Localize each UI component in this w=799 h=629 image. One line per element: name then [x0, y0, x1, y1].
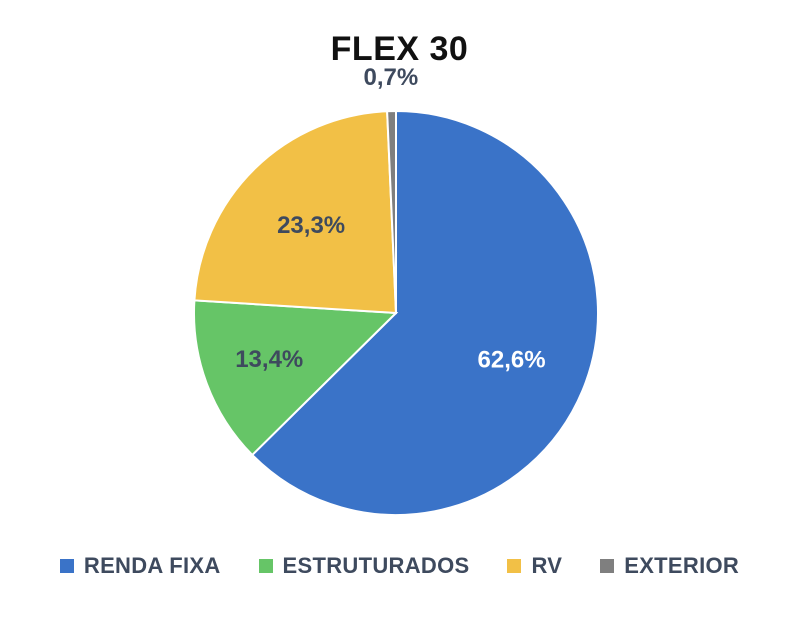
legend-label-rv: RV	[531, 553, 563, 578]
legend-item-rv: RV	[507, 553, 562, 579]
data-label-renda-fixa: 62,6%	[478, 347, 546, 374]
legend-swatch-exterior	[600, 559, 615, 573]
legend-swatch-estruturados	[258, 559, 273, 573]
legend-swatch-rv	[507, 559, 522, 573]
legend-item-renda-fixa: RENDA FIXA	[59, 553, 221, 579]
pie-slice-exterior	[386, 109, 397, 314]
legend-label-renda-fixa: RENDA FIXA	[83, 553, 221, 578]
legend-item-exterior: EXTERIOR	[600, 553, 739, 579]
pie-slice-renda-fixa	[250, 109, 599, 516]
data-label-rv: 23,3%	[277, 212, 345, 239]
chart-title: FLEX 30	[330, 30, 469, 68]
legend-label-exterior: EXTERIOR	[624, 553, 740, 578]
legend-label-estruturados: ESTRUTURADOS	[282, 553, 470, 578]
pie-slice-estruturados	[193, 299, 399, 457]
data-label-exterior: 0,7%	[363, 64, 418, 91]
legend: RENDA FIXA ESTRUTURADOS RV EXTERIOR	[0, 553, 799, 579]
legend-swatch-renda-fixa	[59, 559, 74, 573]
data-label-estruturados: 13,4%	[235, 346, 303, 373]
legend-item-estruturados: ESTRUTURADOS	[258, 553, 470, 579]
pie-slice-rv	[193, 110, 398, 315]
